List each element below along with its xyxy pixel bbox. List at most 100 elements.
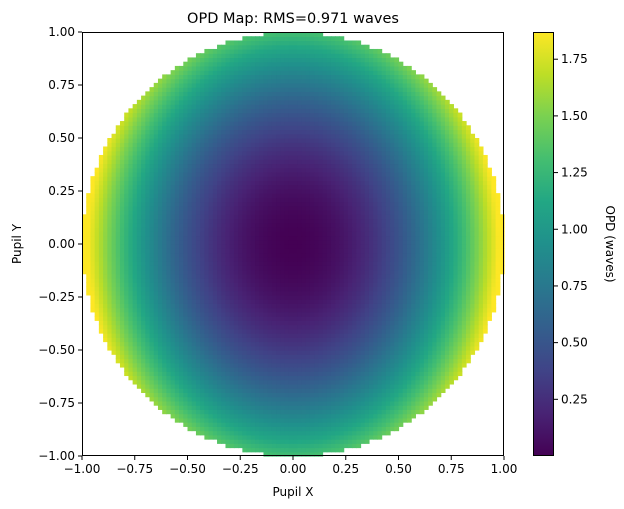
heatmap-cell — [267, 265, 273, 271]
heatmap-cell — [208, 290, 214, 296]
heatmap-cell — [187, 227, 193, 232]
heatmap-cell — [157, 383, 163, 389]
heatmap-cell — [352, 333, 357, 338]
heatmap-cell — [157, 252, 163, 258]
heatmap-cell — [394, 277, 400, 283]
heatmap-cell — [141, 375, 146, 381]
heatmap-cell — [406, 345, 412, 351]
heatmap-cell — [411, 383, 416, 389]
heatmap-cell — [94, 307, 100, 313]
heatmap-cell — [128, 328, 134, 334]
heatmap-cell — [187, 248, 193, 254]
heatmap-cell — [385, 379, 391, 385]
heatmap-cell — [293, 218, 298, 224]
heatmap-cell — [259, 231, 265, 237]
heatmap-cell — [318, 299, 324, 304]
heatmap-cell — [288, 197, 294, 203]
heatmap-cell — [141, 383, 146, 389]
heatmap-cell — [297, 235, 303, 241]
heatmap-cell — [162, 256, 167, 262]
heatmap-cell — [145, 290, 151, 296]
heatmap-cell — [343, 341, 349, 347]
heatmap-cell — [335, 286, 341, 292]
heatmap-cell — [221, 290, 227, 296]
heatmap-cell — [217, 248, 222, 254]
heatmap-cell — [187, 316, 193, 321]
heatmap-cell — [208, 320, 214, 326]
heatmap-cell — [221, 269, 227, 275]
heatmap-cell — [204, 205, 210, 211]
heatmap-cell — [179, 218, 184, 224]
heatmap-cell — [347, 405, 353, 410]
heatmap-cell — [94, 248, 100, 254]
heatmap-cell — [107, 324, 113, 330]
heatmap-cell — [225, 358, 231, 364]
heatmap-cell — [183, 358, 189, 364]
heatmap-cell — [297, 371, 303, 377]
heatmap-cell — [343, 434, 349, 440]
heatmap-cell — [499, 218, 505, 224]
heatmap-cell — [381, 375, 387, 381]
heatmap-cell — [364, 358, 370, 364]
heatmap-cell — [200, 256, 205, 262]
heatmap-cell — [276, 443, 281, 449]
heatmap-cell — [297, 379, 303, 385]
heatmap-cell — [136, 231, 142, 237]
heatmap-cell — [255, 337, 260, 343]
heatmap-cell — [107, 256, 113, 262]
heatmap-cell — [318, 345, 324, 351]
heatmap-cell — [440, 307, 446, 313]
heatmap-cell — [259, 244, 265, 249]
heatmap-cell — [440, 286, 446, 292]
heatmap-cell — [377, 316, 383, 321]
heatmap-cell — [293, 311, 298, 317]
heatmap-cell — [381, 307, 387, 313]
heatmap-cell — [326, 366, 332, 372]
heatmap-cell — [335, 379, 341, 385]
heatmap-cell — [225, 400, 231, 406]
heatmap-cell — [276, 290, 281, 296]
heatmap-cell — [225, 290, 231, 296]
heatmap-cell — [335, 430, 341, 436]
heatmap-cell — [128, 311, 134, 317]
heatmap-cell — [225, 218, 231, 224]
heatmap-cell — [238, 383, 243, 389]
heatmap-cell — [381, 392, 387, 398]
heatmap-cell — [335, 201, 341, 207]
heatmap-cell — [250, 392, 256, 398]
heatmap-cell — [347, 201, 353, 207]
heatmap-cell — [339, 265, 345, 271]
heatmap-cell — [318, 214, 324, 220]
heatmap-cell — [440, 235, 446, 241]
heatmap-cell — [305, 341, 311, 347]
heatmap-cell — [212, 265, 218, 271]
heatmap-cell — [293, 248, 298, 254]
heatmap-cell — [195, 307, 201, 313]
heatmap-cell — [499, 265, 505, 271]
heatmap-cell — [221, 244, 227, 249]
heatmap-cell — [343, 307, 349, 313]
heatmap-cell — [238, 392, 243, 398]
heatmap-cell — [229, 350, 235, 355]
heatmap-cell — [364, 205, 370, 211]
heatmap-cell — [250, 201, 256, 207]
heatmap-cell — [229, 248, 235, 254]
heatmap-cell — [255, 235, 260, 241]
heatmap-cell — [314, 451, 319, 457]
heatmap-cell — [229, 265, 235, 271]
heatmap-cell — [415, 227, 421, 232]
heatmap-cell — [259, 214, 265, 220]
heatmap-cell — [179, 362, 184, 368]
heatmap-cell — [314, 422, 319, 427]
heatmap-cell — [98, 235, 104, 241]
heatmap-cell — [368, 354, 374, 360]
heatmap-cell — [263, 405, 269, 410]
heatmap-cell — [149, 282, 155, 287]
heatmap-cell — [204, 231, 210, 237]
heatmap-cell — [394, 244, 400, 249]
heatmap-cell — [423, 392, 429, 398]
heatmap-cell — [428, 218, 433, 224]
heatmap-cell — [136, 366, 142, 372]
heatmap-cell — [343, 299, 349, 304]
heatmap-cell — [145, 248, 151, 254]
